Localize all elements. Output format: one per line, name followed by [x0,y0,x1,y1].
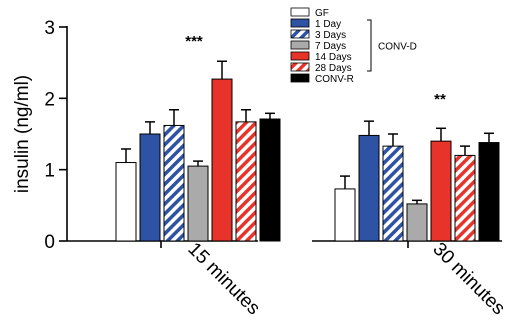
bar-conv-r-15-minutes [259,118,281,242]
bar-conv-r-30-minutes [478,142,500,242]
bar-gf-15-minutes [115,162,137,242]
legend-swatch-conv-r [290,73,310,83]
legend-label-28-days: 28 Days [315,63,352,74]
legend-swatch-1-day [290,18,310,28]
bar-14-days-30-minutes [430,140,452,242]
legend-label-1-day: 1 Day [315,19,341,30]
legend-label-7-days: 7 Days [315,41,346,52]
legend-swatch-28-days [290,62,310,72]
x-category-label: 30 minutes [428,239,509,320]
significance-marker: *** [185,33,203,50]
bar-7-days-30-minutes [406,203,428,242]
legend-swatch-7-days [290,40,310,50]
legend-label-conv-r: CONV-R [315,74,354,85]
legend-label-14-days: 14 Days [315,52,352,63]
bar-7-days-15-minutes [187,165,209,242]
legend-swatch-14-days [290,51,310,61]
bar-28-days-15-minutes [235,121,257,242]
legend-swatch-3-days [290,29,310,39]
y-tick-label: 2 [44,89,55,110]
bar-28-days-30-minutes [454,154,476,242]
legend-label-gf: GF [315,8,329,19]
bar-14-days-15-minutes [211,78,233,242]
bar-gf-30-minutes [334,188,356,242]
bar-1-day-30-minutes [358,134,380,242]
legend-label-3-days: 3 Days [315,30,346,41]
x-category-label: 15 minutes [183,239,264,320]
legend-group-bracket [367,19,372,72]
y-axis: 0 1 2 3 insulin (ng/ml) [12,18,68,253]
y-tick-label: 1 [44,161,55,182]
bar-3-days-30-minutes [382,145,404,242]
significance-marker: ** [434,91,446,108]
bars-group [115,60,500,242]
legend-swatch-gf [290,7,310,17]
bar-1-day-15-minutes [139,133,161,242]
y-tick-label: 0 [44,232,55,253]
y-axis-label: insulin (ng/ml) [12,75,33,193]
bar-3-days-15-minutes [163,124,185,242]
legend-group-label: CONV-D [378,42,417,53]
y-tick-label: 3 [44,18,55,39]
